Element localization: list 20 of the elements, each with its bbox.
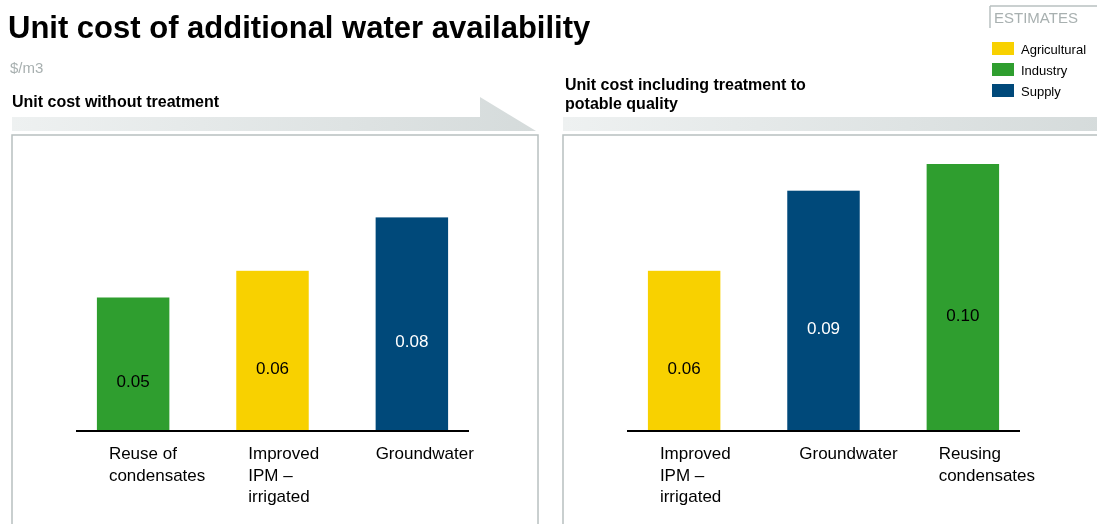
legend-label: Industry xyxy=(1021,63,1068,78)
x-tick-label: Reuse of condensates xyxy=(108,444,206,485)
x-tick-label: Improved IPM – irrigated xyxy=(659,444,731,506)
data-label: 0.06 xyxy=(667,358,701,378)
x-tick-label: Groundwater xyxy=(375,444,475,463)
data-label: 0.06 xyxy=(255,358,290,378)
data-label: 0.09 xyxy=(806,318,841,338)
data-label: 0.08 xyxy=(395,332,429,352)
text: ESTIMATES xyxy=(994,9,1078,26)
text: Unit cost of additional water availability xyxy=(8,10,591,45)
x-tick-label: Groundwater xyxy=(799,444,898,463)
legend-label: Agricultural xyxy=(1021,42,1087,57)
x-tick-label: Reusing condensates xyxy=(938,444,1036,485)
data-label: 0.05 xyxy=(116,372,150,392)
data-label: 0.10 xyxy=(946,305,980,325)
chart-title: Unit cost without treatment xyxy=(12,93,220,110)
chart-title: Unit cost including treatment to potable quality xyxy=(565,76,807,112)
legend-label: Supply xyxy=(1021,84,1062,99)
x-tick-label: Improved IPM – irrigated xyxy=(248,444,320,506)
text: $/m3 xyxy=(10,59,44,76)
